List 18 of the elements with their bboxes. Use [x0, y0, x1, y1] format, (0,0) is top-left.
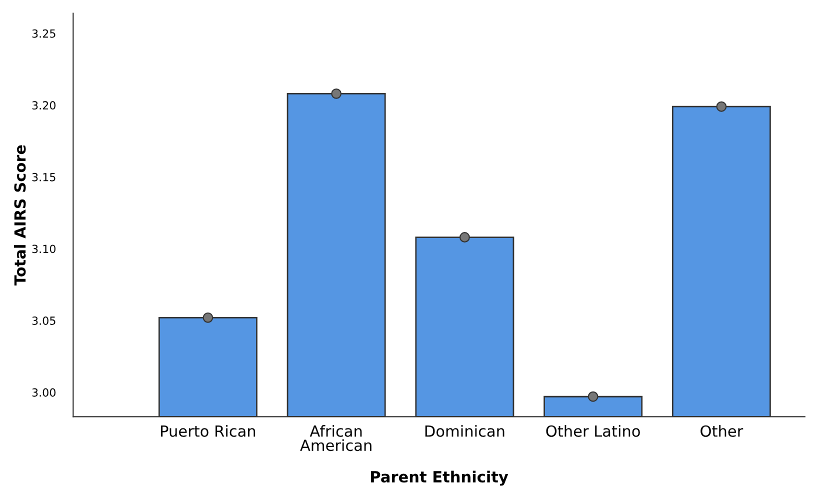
x-tick-label: Dominican	[425, 425, 504, 437]
y-tick-label: 3.25	[32, 29, 56, 38]
y-tick-label: 3.15	[32, 172, 56, 182]
x-axis-title: Parent Ethnicity	[371, 470, 508, 486]
y-tick-label: 3.20	[32, 101, 56, 110]
y-axis-title: Total AIRS Score	[14, 145, 26, 286]
point	[202, 312, 214, 323]
x-tick-label: Puerto Rican	[161, 425, 256, 437]
point	[588, 391, 598, 402]
x-tick-label: African American	[300, 425, 372, 452]
point	[716, 101, 727, 112]
point	[331, 88, 342, 99]
x-tick-label: Other Latino	[546, 425, 640, 437]
y-tick-label: 3.05	[32, 316, 56, 325]
y-tick-label: 3.00	[32, 388, 56, 397]
y-tick-label: 3.10	[32, 244, 56, 254]
point	[459, 232, 470, 242]
x-tick-label: Other	[700, 425, 744, 437]
